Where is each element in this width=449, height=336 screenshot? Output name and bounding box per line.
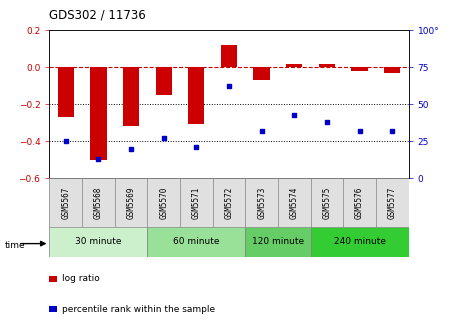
Text: time: time	[4, 242, 25, 250]
Text: GSM5569: GSM5569	[127, 186, 136, 219]
Text: GSM5567: GSM5567	[61, 186, 70, 219]
Text: 120 minute: 120 minute	[252, 238, 304, 246]
Text: GSM5572: GSM5572	[224, 186, 233, 219]
Text: percentile rank within the sample: percentile rank within the sample	[62, 305, 215, 313]
Bar	[286, 64, 303, 67]
Bar	[155, 67, 172, 95]
Text: 240 minute: 240 minute	[334, 238, 386, 246]
Text: 60 minute: 60 minute	[173, 238, 220, 246]
Text: GSM5577: GSM5577	[388, 186, 397, 219]
Point	[193, 144, 200, 150]
Bar	[221, 45, 237, 67]
Bar	[319, 64, 335, 67]
Point	[323, 119, 330, 125]
Point	[95, 156, 102, 162]
Point	[291, 112, 298, 117]
Text: GSM5575: GSM5575	[322, 186, 331, 219]
Text: 30 minute: 30 minute	[75, 238, 122, 246]
Point	[356, 128, 363, 133]
Bar	[49, 227, 147, 257]
Bar	[311, 227, 409, 257]
Text: GSM5576: GSM5576	[355, 186, 364, 219]
Bar	[147, 227, 245, 257]
Text: GDS302 / 11736: GDS302 / 11736	[49, 9, 146, 22]
Text: GSM5574: GSM5574	[290, 186, 299, 219]
Point	[160, 135, 167, 141]
Text: GSM5571: GSM5571	[192, 186, 201, 219]
Bar	[90, 67, 106, 160]
Bar	[188, 67, 204, 125]
Bar	[245, 227, 311, 257]
Bar	[57, 67, 74, 117]
Bar	[384, 67, 401, 73]
Bar	[123, 67, 139, 126]
Point	[389, 128, 396, 133]
Bar	[254, 67, 270, 80]
Text: GSM5568: GSM5568	[94, 186, 103, 219]
Text: GSM5573: GSM5573	[257, 186, 266, 219]
Bar	[352, 67, 368, 71]
Point	[258, 128, 265, 133]
Point	[62, 138, 69, 144]
Point	[225, 84, 233, 89]
Text: GSM5570: GSM5570	[159, 186, 168, 219]
Point	[128, 146, 135, 151]
Text: log ratio: log ratio	[62, 275, 100, 283]
